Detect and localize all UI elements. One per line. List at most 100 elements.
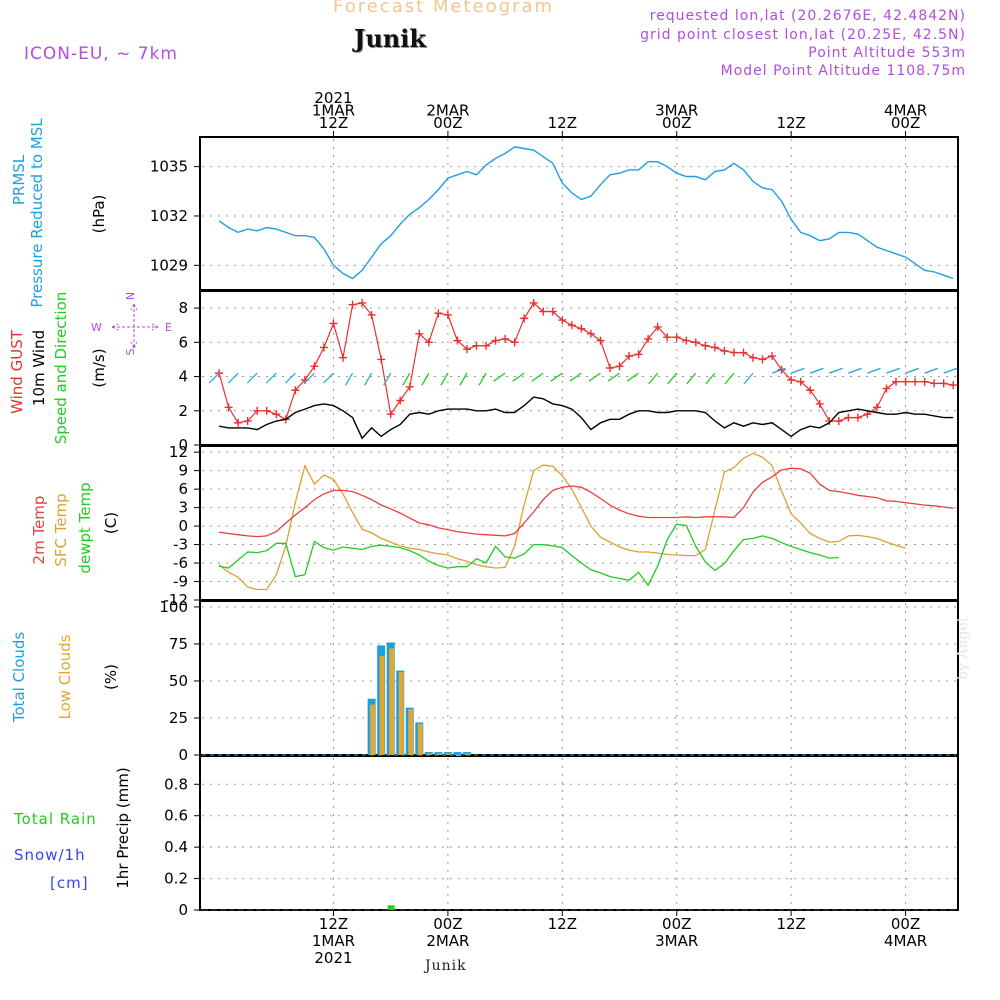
gust-point-marker: [882, 384, 891, 393]
gust-point-marker: [567, 321, 576, 330]
wind-direction-arrow: [905, 367, 919, 374]
gust-point-marker: [863, 410, 872, 419]
gust-point-marker: [720, 346, 729, 355]
time-axis-bottom-label: 2MAR: [426, 932, 469, 950]
y-tick-label: 4: [178, 368, 188, 386]
gust-point-marker: [377, 355, 386, 364]
gust-point-marker: [405, 382, 414, 391]
wind-direction-arrow: [867, 367, 881, 374]
footer-location: Junik: [425, 958, 467, 974]
low-cloud-bar: [436, 753, 442, 755]
gust-point-marker: [272, 410, 281, 419]
gust-point-marker: [710, 343, 719, 352]
wind-direction-arrow: [383, 372, 392, 386]
low-cloud-bar: [379, 655, 385, 755]
gust-point-marker: [443, 310, 452, 319]
y-tick-label: 12: [169, 443, 188, 461]
rain-bar: [387, 905, 395, 910]
y-tick-label: 0: [178, 746, 188, 764]
gust-point-marker: [424, 338, 433, 347]
y-tick-label: 0.2: [164, 870, 188, 888]
y-tick-label: -9: [173, 573, 188, 591]
y-tick-label: 100: [159, 598, 188, 616]
gust-point-marker: [482, 341, 491, 350]
wind-direction-arrow: [667, 372, 678, 385]
gust-point-marker: [310, 362, 319, 371]
gust-point-marker: [911, 377, 920, 386]
gust-point-marker: [386, 410, 395, 419]
y-tick-label: 6: [178, 333, 188, 351]
gust-point-marker: [672, 333, 681, 342]
precip-axis-label: 1hr Precip (mm): [114, 767, 132, 888]
panel-frame: [199, 136, 959, 291]
gust-point-marker: [253, 406, 262, 415]
gust-point-marker: [701, 341, 710, 350]
wind-direction-arrow: [724, 372, 735, 385]
y-tick-label: 1029: [150, 256, 188, 274]
low-cloud-bar: [408, 709, 414, 755]
y-tick-label: 9: [178, 462, 188, 480]
wind-direction-arrow: [771, 367, 786, 374]
wind-direction-arrow: [265, 372, 277, 384]
compass-south-label: S: [124, 348, 137, 355]
time-axis-top-label: 00Z: [433, 114, 462, 132]
gust-point-marker: [729, 348, 738, 357]
time-axis-bottom-label: 1MAR: [312, 932, 355, 950]
sfc-temp-series-line: [218, 452, 906, 591]
low-cloud-bar: [455, 755, 461, 756]
time-axis-top-label: 4MAR: [884, 102, 927, 120]
gust-point-marker: [892, 377, 901, 386]
y-tick-label: 1035: [150, 158, 188, 176]
wind-direction-arrow: [924, 367, 939, 374]
gust-point-marker: [520, 314, 529, 323]
gust-series-label: Wind GUST: [8, 329, 26, 414]
wind-direction-arrow: [809, 367, 824, 374]
y-tick-label: 0.8: [164, 775, 188, 793]
gust-point-marker: [901, 377, 910, 386]
low-cloud-bar: [417, 723, 423, 755]
compass-east-label: E: [165, 321, 172, 334]
model-label: ICON-EU, ~ 7km: [24, 44, 178, 64]
gust-point-marker: [558, 316, 567, 325]
time-axis-bottom-label: 00Z: [891, 915, 920, 933]
time-axis-bottom-label: 12Z: [319, 915, 348, 933]
gust-point-marker: [930, 379, 939, 388]
wind-direction-arrow: [208, 372, 220, 384]
gust-point-marker: [939, 379, 948, 388]
low-cloud-bar: [427, 753, 433, 755]
gust-point-marker: [319, 343, 328, 352]
wind-direction-label: Speed and Direction: [52, 292, 70, 445]
gust-point-marker: [453, 336, 462, 345]
gust-point-marker: [462, 345, 471, 354]
time-axis-top-label: 12Z: [776, 114, 805, 132]
compass-west-label: W: [91, 321, 102, 334]
gust-point-marker: [739, 348, 748, 357]
gust-point-marker: [291, 386, 300, 395]
compass-rose-icon: [111, 303, 159, 349]
wind-series-label: 10m Wind: [30, 330, 48, 406]
gust-point-marker: [844, 413, 853, 422]
meteogram-title: Forecast Meteogram: [333, 0, 555, 17]
wind-axis-unit: (m/s): [90, 348, 108, 387]
gust-point-marker: [234, 418, 243, 427]
wind-direction-arrow: [284, 372, 296, 384]
pressure-series-label: Pressure Reduced to MSL: [28, 118, 46, 308]
gust-point-marker: [510, 338, 519, 347]
y-tick-label: 6: [178, 480, 188, 498]
gust-point-marker: [472, 341, 481, 350]
low-cloud-bar: [465, 753, 471, 755]
time-axis-top-label: 12Z: [548, 114, 577, 132]
gust-point-marker: [501, 334, 510, 343]
low-clouds-label: Low Clouds: [56, 634, 74, 719]
snow-label: Snow/1h: [14, 846, 86, 864]
low-cloud-bar: [389, 648, 395, 755]
y-tick-label: 25: [169, 709, 188, 727]
gust-point-marker: [682, 336, 691, 345]
gust-point-marker: [691, 338, 700, 347]
panel-frame: [199, 600, 959, 756]
gust-point-marker: [644, 334, 653, 343]
temp-2m-label: 2m Temp: [30, 496, 48, 565]
dewpt-temp-label: dewpt Temp: [76, 482, 94, 573]
gust-point-marker: [872, 403, 881, 412]
gust-point-marker: [825, 417, 834, 426]
